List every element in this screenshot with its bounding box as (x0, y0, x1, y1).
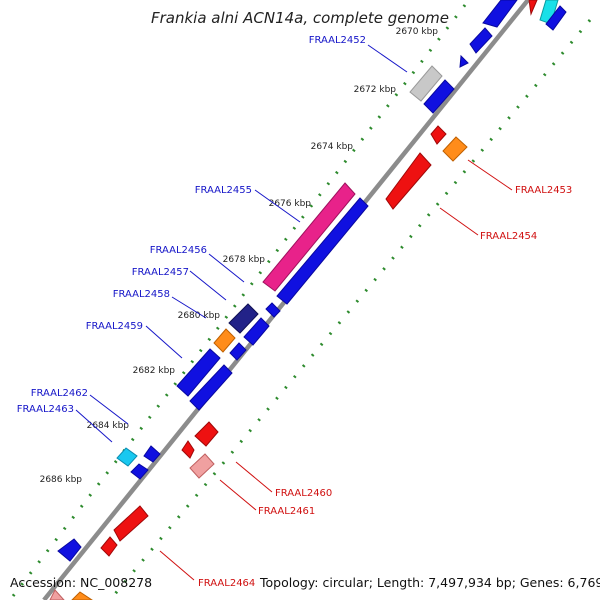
gene-arrow[interactable] (181, 440, 195, 459)
gene-arrow[interactable] (113, 505, 149, 542)
gene-label-fraal2459[interactable]: FRAAL2459 (86, 321, 143, 332)
gene-arrow[interactable] (49, 589, 65, 600)
gene-arrow[interactable] (528, 0, 538, 16)
gene-arrow[interactable] (430, 125, 447, 145)
tick-label: 2684 kbp (87, 421, 130, 431)
plus-strand-genes (57, 0, 567, 562)
leader-line (159, 550, 195, 581)
leader-line (75, 409, 113, 443)
tick-label: 2676 kbp (269, 199, 312, 209)
gene-label-fraal2464[interactable]: FRAAL2464 (198, 578, 255, 589)
leader-line (467, 159, 513, 191)
gene-label-fraal2456[interactable]: FRAAL2456 (150, 245, 207, 256)
gene-labels: FRAAL2452 FRAAL2453 FRAAL2454 FRAAL2455 … (17, 35, 573, 589)
gene-arrow[interactable] (459, 54, 469, 68)
tick-label: 2672 kbp (354, 85, 397, 95)
outer-dotted-guide (8, 4, 467, 600)
gene-label-fraal2462[interactable]: FRAAL2462 (31, 388, 88, 399)
leader-line (219, 479, 257, 511)
leader-line (235, 461, 273, 493)
gene-arrow[interactable] (276, 197, 369, 305)
gene-arrow[interactable] (71, 591, 93, 600)
leader-line (145, 325, 183, 359)
gene-label-fraal2455[interactable]: FRAAL2455 (195, 185, 252, 196)
leader-line (171, 296, 207, 319)
label-leaders (75, 44, 513, 581)
tick-label: 2682 kbp (133, 366, 176, 376)
gene-arrow[interactable] (243, 317, 270, 346)
tick-label: 2670 kbp (396, 27, 439, 37)
gene-arrow[interactable] (194, 421, 219, 447)
gene-label-fraal2454[interactable]: FRAAL2454 (480, 231, 537, 242)
gene-arrow[interactable] (545, 5, 567, 31)
genome-summary-text: Topology: circular; Length: 7,497,934 bp… (260, 575, 600, 590)
leader-line (208, 253, 245, 283)
inner-dotted-guide (108, 19, 592, 600)
gene-arrow[interactable] (100, 536, 118, 557)
gene-arrow[interactable] (385, 152, 432, 210)
tick-label: 2680 kbp (178, 311, 221, 321)
gene-label-fraal2460[interactable]: FRAAL2460 (275, 488, 332, 499)
minus-strand-genes (49, 0, 538, 600)
gene-label-fraal2458[interactable]: FRAAL2458 (113, 289, 170, 300)
gene-label-fraal2461[interactable]: FRAAL2461 (258, 506, 315, 517)
map-title: Frankia alni ACN14a, complete genome (151, 9, 449, 27)
gene-arrow[interactable] (262, 182, 356, 292)
gene-arrow[interactable] (189, 453, 215, 479)
gene-arrow[interactable] (469, 27, 493, 54)
leader-line (439, 207, 479, 236)
gene-arrow[interactable] (228, 303, 259, 334)
gene-arrow[interactable] (143, 445, 161, 463)
gene-arrow[interactable] (442, 136, 468, 162)
map-footer: Accession: NC_008278 Topology: circular;… (10, 575, 600, 590)
gene-label-fraal2452[interactable]: FRAAL2452 (309, 35, 366, 46)
gene-arrow[interactable] (57, 538, 82, 562)
gene-arrow[interactable] (116, 447, 138, 467)
gene-arrow[interactable] (265, 302, 281, 318)
gene-label-fraal2457[interactable]: FRAAL2457 (132, 267, 189, 278)
gene-arrow[interactable] (423, 79, 455, 114)
gene-arrow[interactable] (482, 0, 518, 28)
gene-arrow[interactable] (189, 364, 233, 411)
tick-labels: 2670 kbp 2672 kbp 2674 kbp 2676 kbp 2678… (40, 27, 439, 485)
leader-line (189, 270, 227, 301)
gene-label-fraal2463[interactable]: FRAAL2463 (17, 404, 74, 415)
gene-arrow[interactable] (409, 65, 443, 102)
tick-label: 2674 kbp (311, 142, 354, 152)
leader-line (89, 394, 129, 425)
gene-arrow[interactable] (176, 348, 221, 397)
gene-arrow[interactable] (130, 463, 149, 480)
leader-line (367, 44, 408, 73)
gene-arrow[interactable] (229, 342, 247, 361)
tick-label: 2678 kbp (223, 255, 266, 265)
gene-label-fraal2453[interactable]: FRAAL2453 (515, 185, 572, 196)
tick-label: 2686 kbp (40, 475, 83, 485)
accession-text: Accession: NC_008278 (10, 575, 153, 590)
gene-arrow[interactable] (213, 328, 236, 353)
leader-line (254, 189, 301, 223)
